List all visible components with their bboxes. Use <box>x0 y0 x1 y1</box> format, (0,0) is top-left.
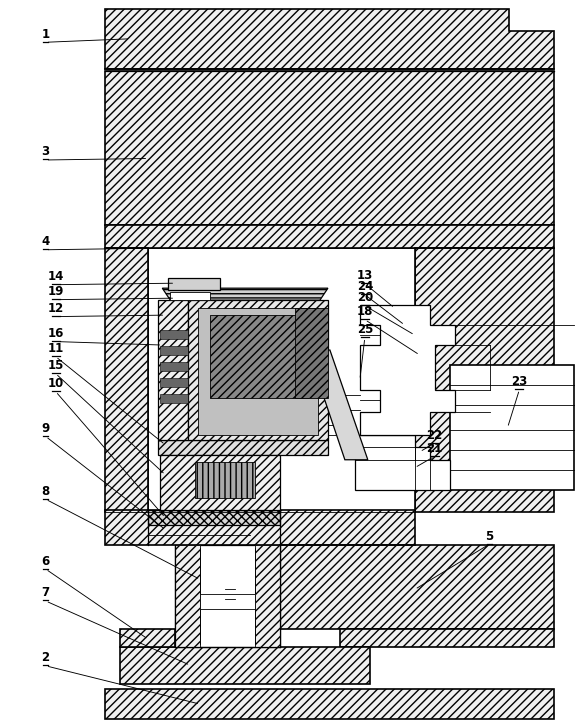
Text: 5: 5 <box>486 529 494 542</box>
Text: 7: 7 <box>41 587 50 600</box>
Polygon shape <box>160 394 188 403</box>
Text: 18: 18 <box>357 305 373 318</box>
Text: 15: 15 <box>47 359 64 372</box>
Polygon shape <box>106 9 554 69</box>
Text: 11: 11 <box>47 342 64 355</box>
Polygon shape <box>200 595 255 609</box>
Text: 9: 9 <box>41 422 50 435</box>
Polygon shape <box>106 249 148 512</box>
Polygon shape <box>159 300 188 440</box>
Polygon shape <box>160 378 188 387</box>
Text: 19: 19 <box>47 285 64 298</box>
Polygon shape <box>106 689 554 719</box>
Polygon shape <box>280 545 554 630</box>
Text: 16: 16 <box>47 327 64 340</box>
Text: 4: 4 <box>41 236 50 249</box>
Text: 14: 14 <box>47 270 64 284</box>
Text: 12: 12 <box>47 302 64 315</box>
Polygon shape <box>308 350 368 459</box>
Polygon shape <box>162 288 328 300</box>
Text: 20: 20 <box>357 291 373 304</box>
Polygon shape <box>360 305 455 435</box>
Polygon shape <box>121 647 370 684</box>
Polygon shape <box>160 330 188 339</box>
Polygon shape <box>106 510 415 545</box>
Polygon shape <box>295 308 328 398</box>
Polygon shape <box>355 435 449 490</box>
Text: 21: 21 <box>427 442 442 455</box>
Text: 3: 3 <box>41 145 50 158</box>
Polygon shape <box>175 545 280 647</box>
Polygon shape <box>106 225 554 249</box>
Polygon shape <box>168 278 220 290</box>
Polygon shape <box>121 630 175 647</box>
Polygon shape <box>160 455 280 510</box>
Polygon shape <box>148 510 280 525</box>
Polygon shape <box>170 292 210 300</box>
Polygon shape <box>255 545 280 647</box>
Text: 22: 22 <box>427 429 442 442</box>
Polygon shape <box>106 71 554 225</box>
Polygon shape <box>210 315 308 398</box>
Polygon shape <box>159 440 328 455</box>
Polygon shape <box>175 545 200 647</box>
Text: 2: 2 <box>41 651 50 664</box>
Text: 23: 23 <box>511 375 528 388</box>
Polygon shape <box>340 630 554 647</box>
Text: 6: 6 <box>41 555 50 568</box>
Text: 8: 8 <box>41 485 50 498</box>
Polygon shape <box>188 300 328 440</box>
Text: 24: 24 <box>357 280 373 293</box>
Text: 1: 1 <box>41 28 50 41</box>
Text: 10: 10 <box>47 377 64 390</box>
Polygon shape <box>160 362 188 371</box>
Polygon shape <box>449 365 574 490</box>
Text: 13: 13 <box>357 269 373 282</box>
Polygon shape <box>195 462 255 498</box>
Text: 25: 25 <box>357 323 373 336</box>
Polygon shape <box>415 249 554 512</box>
Polygon shape <box>198 308 318 435</box>
Polygon shape <box>160 346 188 355</box>
